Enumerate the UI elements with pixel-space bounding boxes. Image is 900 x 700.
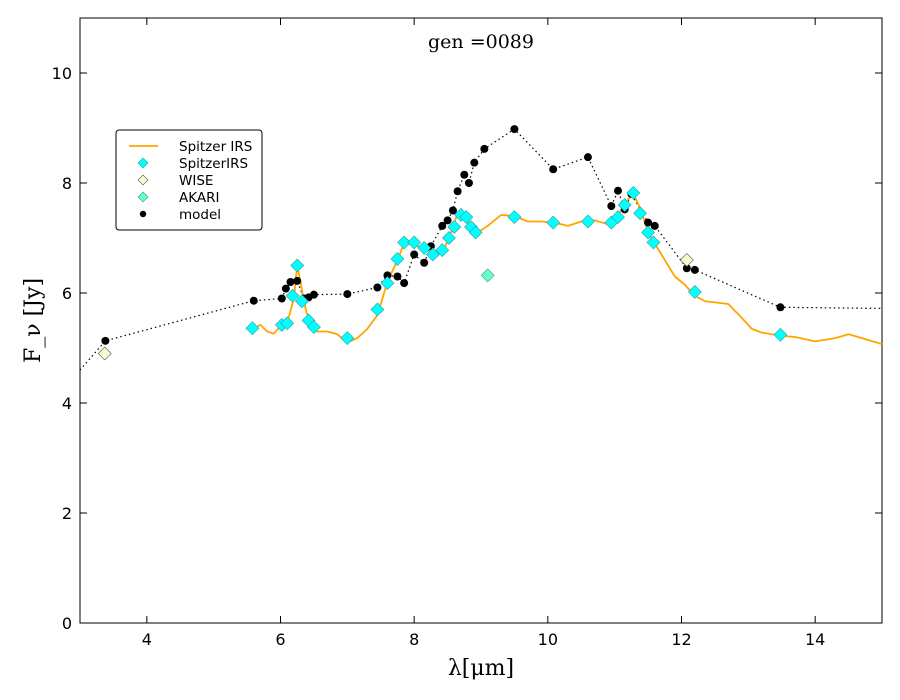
model-point bbox=[453, 187, 462, 196]
spitzerirs-point bbox=[306, 320, 321, 335]
legend-label-spitzer-irs: Spitzer IRS bbox=[179, 139, 252, 155]
model-point bbox=[644, 218, 653, 227]
model-point bbox=[614, 186, 623, 195]
spitzerirs-point bbox=[581, 214, 595, 229]
wise-point bbox=[679, 253, 694, 267]
legend-symbol-model-dot bbox=[139, 210, 147, 218]
spitzerirs-point bbox=[626, 185, 641, 200]
chart-title: gen =0089 bbox=[428, 31, 534, 53]
model-point bbox=[470, 158, 479, 167]
y-tick-label: 10 bbox=[52, 64, 72, 83]
model-point bbox=[373, 283, 382, 292]
y-tick-label: 8 bbox=[62, 174, 72, 193]
spitzerirs-point bbox=[468, 225, 483, 240]
model-point bbox=[776, 303, 785, 312]
spitzerirs-point bbox=[380, 276, 395, 291]
model-point bbox=[607, 202, 616, 211]
spitzerirs-point bbox=[290, 258, 305, 273]
model-point bbox=[420, 258, 429, 267]
legend-label-spitzerirs: SpitzerIRS bbox=[179, 156, 248, 172]
model-point bbox=[583, 153, 592, 162]
akari-point bbox=[480, 268, 495, 283]
x-tick-label: 4 bbox=[142, 630, 152, 649]
model-point bbox=[309, 290, 318, 299]
series-spitzer-irs-line bbox=[253, 193, 883, 346]
legend-symbol-wise-diamond bbox=[137, 174, 149, 186]
spitzerirs-point bbox=[507, 210, 522, 225]
legend-symbol-akari-diamond bbox=[137, 191, 149, 203]
model-point bbox=[249, 296, 258, 305]
model-point bbox=[650, 221, 659, 230]
model-point bbox=[286, 278, 295, 286]
model-point bbox=[277, 294, 286, 303]
spitzerirs-point bbox=[390, 251, 405, 266]
model-point bbox=[101, 336, 110, 345]
y-tick-label: 2 bbox=[62, 504, 72, 523]
model-point bbox=[448, 206, 457, 215]
model-point bbox=[480, 144, 489, 153]
legend-symbol-spitzerirs-diamond bbox=[137, 157, 149, 169]
legend-label-akari: AKARI bbox=[179, 190, 219, 206]
series-layer bbox=[79, 125, 883, 371]
spitzerirs-point bbox=[447, 220, 462, 234]
spitzerirs-point bbox=[294, 294, 309, 309]
legend: Spitzer IRS SpitzerIRS WISE AKARI model bbox=[115, 129, 263, 231]
spitzerirs-point bbox=[285, 288, 300, 303]
spitzerirs-point bbox=[633, 206, 647, 221]
y-tick-label: 6 bbox=[62, 284, 72, 303]
legend-box bbox=[115, 129, 263, 231]
spitzerirs-point bbox=[397, 235, 412, 250]
spitzerirs-point bbox=[407, 235, 422, 250]
model-point bbox=[510, 125, 519, 134]
x-tick-label: 14 bbox=[805, 630, 825, 649]
spitzerirs-point bbox=[417, 240, 432, 255]
wise-point bbox=[97, 346, 112, 361]
model-point bbox=[549, 165, 558, 174]
model-point bbox=[410, 250, 419, 259]
x-tick-label: 12 bbox=[671, 630, 691, 649]
model-point bbox=[464, 179, 473, 187]
spitzerirs-point bbox=[773, 327, 788, 342]
y-axis-label: F_ν [Jy] bbox=[21, 278, 46, 363]
x-axis-label: λ[μm] bbox=[448, 656, 514, 681]
x-tick-label: 6 bbox=[275, 630, 285, 649]
spitzerirs-point bbox=[441, 231, 456, 245]
spitzerirs-point bbox=[370, 302, 385, 317]
legend-label-wise: WISE bbox=[179, 173, 213, 189]
spitzerirs-point bbox=[425, 247, 440, 262]
model-point bbox=[383, 271, 392, 280]
model-point bbox=[343, 290, 352, 299]
legend-label-model: model bbox=[179, 207, 221, 223]
x-tick-label: 10 bbox=[538, 630, 558, 649]
model-point bbox=[393, 272, 402, 281]
spitzerirs-point bbox=[611, 210, 625, 225]
spitzerirs-point bbox=[459, 210, 474, 225]
x-tick-label: 8 bbox=[409, 630, 419, 649]
spitzerirs-point bbox=[245, 321, 260, 336]
spitzerirs-point bbox=[687, 284, 702, 299]
y-tick-label: 4 bbox=[62, 394, 72, 413]
spitzerirs-point bbox=[617, 198, 632, 212]
model-point bbox=[460, 170, 469, 179]
spitzerirs-point bbox=[641, 225, 656, 240]
spitzerirs-point bbox=[435, 243, 450, 258]
model-point bbox=[293, 276, 302, 285]
spitzerirs-point bbox=[646, 235, 661, 250]
model-point bbox=[690, 265, 699, 274]
model-point bbox=[281, 284, 290, 293]
y-tick-label: 0 bbox=[62, 614, 72, 633]
model-point bbox=[682, 264, 691, 273]
spitzerirs-point bbox=[546, 215, 561, 230]
spitzerirs-point bbox=[340, 331, 355, 346]
model-point bbox=[438, 221, 447, 230]
spitzerirs-point bbox=[280, 316, 295, 331]
model-point bbox=[443, 216, 452, 225]
ticks-layer: 4 6 8 10 12 14 0 2 4 6 8 10 bbox=[52, 18, 882, 649]
plot-frame bbox=[79, 17, 883, 624]
model-point bbox=[400, 279, 409, 288]
series-model-line bbox=[79, 128, 883, 371]
